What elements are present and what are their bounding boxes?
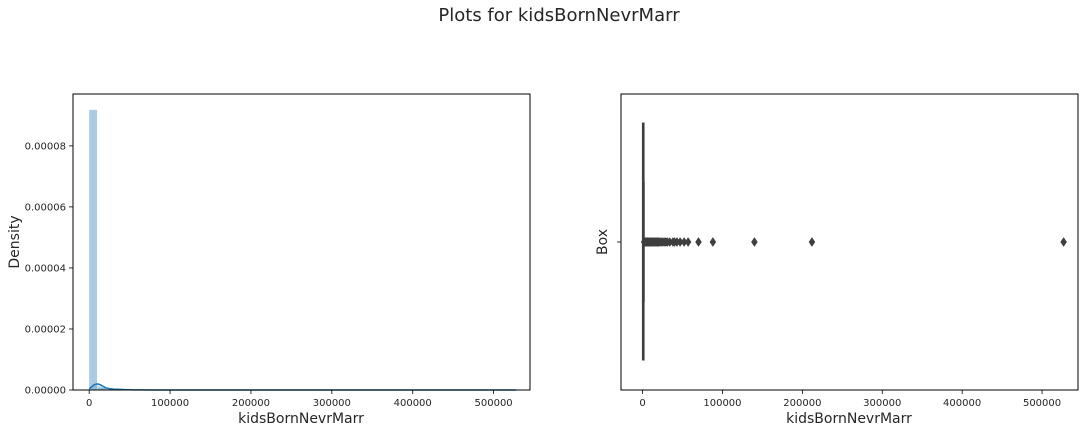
boxplot-x-tick-label: 400000: [943, 398, 981, 409]
boxplot-outlier-point: [684, 237, 692, 247]
histogram-x-tick-label: 400000: [394, 398, 432, 409]
boxplot-outlier-point: [1060, 237, 1067, 247]
histogram-bar: [97, 387, 106, 390]
histogram-y-tick-label: 0.00006: [25, 202, 66, 213]
histogram-bar: [89, 109, 98, 391]
histogram-y-tick-label: 0.00004: [25, 263, 66, 274]
figure-suptitle: Plots for kidsBornNevrMarr: [438, 5, 680, 26]
histogram-x-axis-label: kidsBornNevrMarr: [238, 411, 364, 427]
boxplot-x-tick-label: 0: [639, 398, 645, 409]
histogram-axes-frame: [72, 93, 531, 391]
histogram-x-tick-label: 300000: [313, 398, 351, 409]
histogram-panel: 0 100000 200000 300000 400000 500000 0.000000…: [7, 93, 531, 427]
histogram-x-tick-label: 100000: [151, 398, 189, 409]
histogram-y-tick-label: 0.00008: [25, 141, 66, 152]
boxplot-outliers: [617, 237, 1067, 247]
boxplot-x-tick-label: 500000: [1023, 398, 1061, 409]
boxplot-x-tick-label: 200000: [783, 398, 821, 409]
boxplot-x-tick-label: 100000: [703, 398, 741, 409]
boxplot-outlier-point: [808, 237, 816, 247]
histogram-y-ticks: 0.00000 0.00002 0.00004 0.00006 0.00008: [25, 141, 73, 397]
histogram-x-tick-label: 200000: [232, 398, 270, 409]
boxplot-x-axis-label: kidsBornNevrMarr: [786, 411, 912, 427]
histogram-x-tick-label: 500000: [475, 398, 513, 409]
boxplot-panel: 0 100000 200000 300000 400000 500000 kidsBorn…: [595, 93, 1079, 427]
histogram-y-tick-label: 0.00002: [25, 324, 66, 335]
boxplot-outlier-point: [751, 237, 758, 247]
boxplot-x-ticks: 0 100000 200000 300000 400000 500000: [639, 390, 1061, 409]
boxplot-y-axis-label: Box: [595, 229, 611, 255]
histogram-x-tick-label: 0: [86, 398, 92, 409]
histogram-x-ticks: 0 100000 200000 300000 400000 500000: [86, 390, 513, 409]
boxplot-axes-frame: [620, 93, 1079, 391]
histogram-y-axis-label: Density: [7, 215, 23, 268]
boxplot-x-tick-label: 300000: [863, 398, 901, 409]
histogram-y-tick-label: 0.00000: [25, 386, 66, 397]
boxplot-outlier-point: [695, 237, 702, 247]
boxplot-outlier-point: [709, 237, 717, 247]
